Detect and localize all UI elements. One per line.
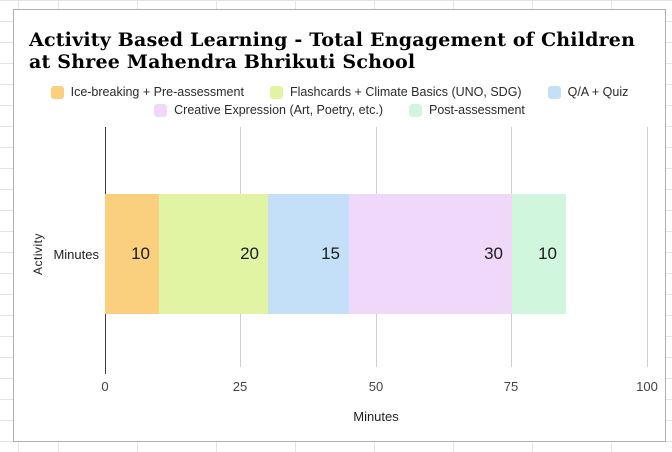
legend-swatch-icon xyxy=(269,85,283,99)
embedded-chart[interactable]: Activity Based Learning - Total Engageme… xyxy=(13,9,666,442)
bar-segment-post-assessment[interactable]: 10 xyxy=(512,194,566,314)
x-tick-0: 0 xyxy=(101,379,109,394)
category-label: Minutes xyxy=(53,247,99,262)
chart-title: Activity Based Learning - Total Engageme… xyxy=(29,29,636,73)
legend-row-2: Creative Expression (Art, Poetry, etc.) … xyxy=(154,103,525,117)
data-label: 15 xyxy=(321,244,340,263)
legend-label: Post-assessment xyxy=(429,103,525,117)
legend-item-creative-expression: Creative Expression (Art, Poetry, etc.) xyxy=(154,103,383,117)
legend-item-post-assessment: Post-assessment xyxy=(409,103,525,117)
legend-swatch-icon xyxy=(547,85,561,99)
data-label: 30 xyxy=(484,244,503,263)
legend-swatch-icon xyxy=(50,85,64,99)
x-tick-25: 25 xyxy=(232,379,248,394)
legend-item-ice-breaking: Ice-breaking + Pre-assessment xyxy=(50,85,244,99)
data-label: 10 xyxy=(131,244,150,263)
bar-segment-creative-expression[interactable]: 30 xyxy=(349,194,512,314)
data-label: 10 xyxy=(538,244,557,263)
legend-item-flashcards: Flashcards + Climate Basics (UNO, SDG) xyxy=(269,85,522,99)
chart-legend: Ice-breaking + Pre-assessment Flashcards… xyxy=(14,85,665,117)
x-tick-100: 100 xyxy=(636,379,658,394)
x-tick-75: 75 xyxy=(503,379,519,394)
legend-row-1: Ice-breaking + Pre-assessment Flashcards… xyxy=(50,85,629,99)
bar-segment-qa-quiz[interactable]: 15 xyxy=(268,194,349,314)
gridline-100 xyxy=(647,127,648,367)
legend-swatch-icon xyxy=(409,103,422,117)
bar-segment-ice-breaking[interactable]: 10 xyxy=(105,194,159,314)
legend-swatch-icon xyxy=(154,103,168,117)
legend-label: Creative Expression (Art, Poetry, etc.) xyxy=(174,103,383,117)
legend-label: Flashcards + Climate Basics (UNO, SDG) xyxy=(289,85,522,99)
legend-item-qa-quiz: Q/A + Quiz xyxy=(547,85,629,99)
plot-area: Activity Minutes 10 20 15 30 10 0 25 50 … xyxy=(14,10,665,441)
stacked-bar: 10 20 15 30 10 xyxy=(105,194,566,314)
x-axis-title: Minutes xyxy=(353,409,399,424)
legend-label: Ice-breaking + Pre-assessment xyxy=(70,85,244,99)
data-label: 20 xyxy=(240,244,259,263)
x-tick-50: 50 xyxy=(368,379,384,394)
legend-label: Q/A + Quiz xyxy=(567,85,629,99)
bar-segment-flashcards[interactable]: 20 xyxy=(159,194,268,314)
